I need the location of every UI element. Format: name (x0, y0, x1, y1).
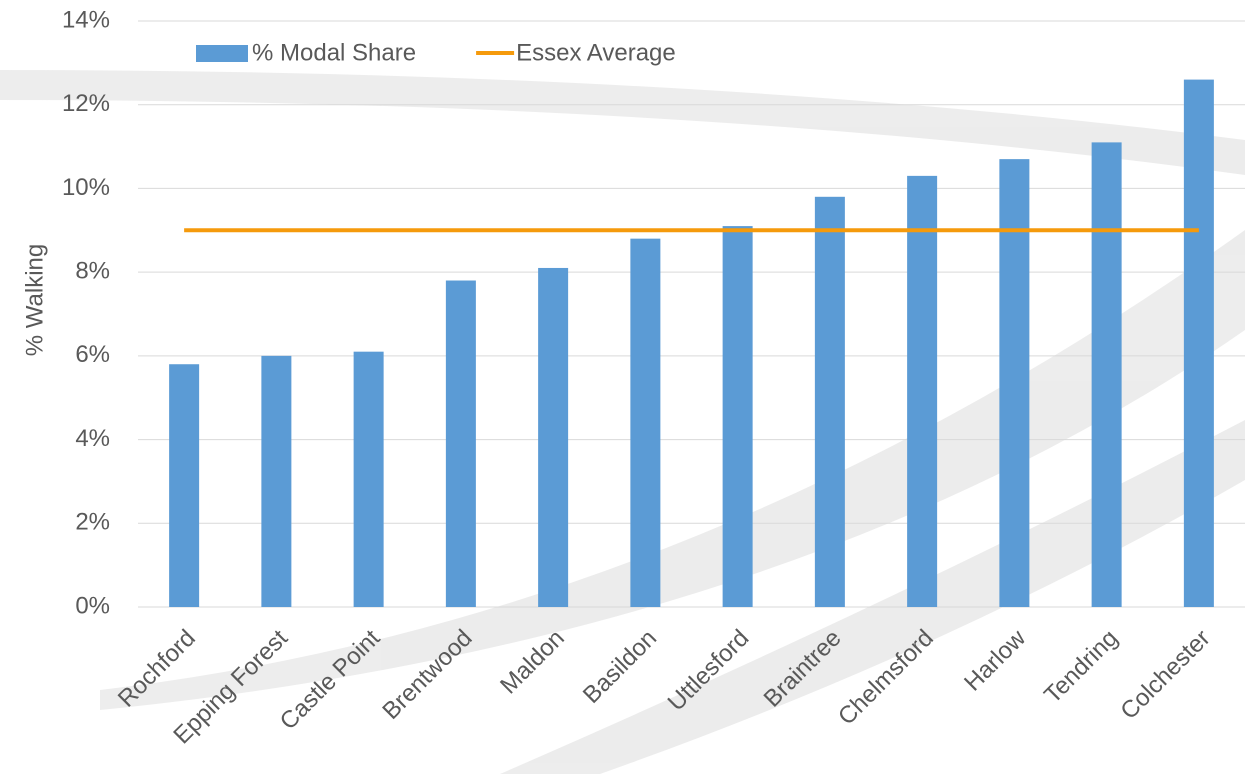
bar (907, 175, 938, 607)
bar (445, 280, 476, 607)
y-tick-label: 6% (75, 341, 110, 368)
x-tick-label: Harlow (959, 624, 1031, 696)
bar (1091, 142, 1122, 607)
x-tick-label: Tendring (1039, 625, 1123, 709)
background-decoration (0, 70, 1245, 774)
bar (261, 355, 292, 607)
y-tick-label: 8% (75, 257, 110, 284)
bar (814, 196, 845, 608)
bar (630, 238, 661, 607)
bar (999, 159, 1030, 607)
bar (538, 267, 569, 607)
bar (722, 226, 753, 607)
legend-label: % Modal Share (252, 39, 416, 66)
legend-swatch (196, 45, 248, 62)
x-tick-label: Basildon (578, 625, 662, 709)
bar (169, 364, 200, 607)
bar (353, 351, 384, 607)
y-tick-label: 2% (75, 509, 110, 536)
y-tick-label: 0% (75, 592, 110, 619)
y-tick-label: 12% (62, 90, 110, 117)
y-tick-label: 10% (62, 174, 110, 201)
bar (1183, 79, 1214, 608)
y-tick-label: 4% (75, 425, 110, 452)
x-tick-label: Colchester (1115, 625, 1215, 725)
legend-label: Essex Average (516, 39, 676, 66)
y-axis-label: % Walking (21, 244, 48, 356)
y-tick-label: 14% (62, 6, 110, 33)
